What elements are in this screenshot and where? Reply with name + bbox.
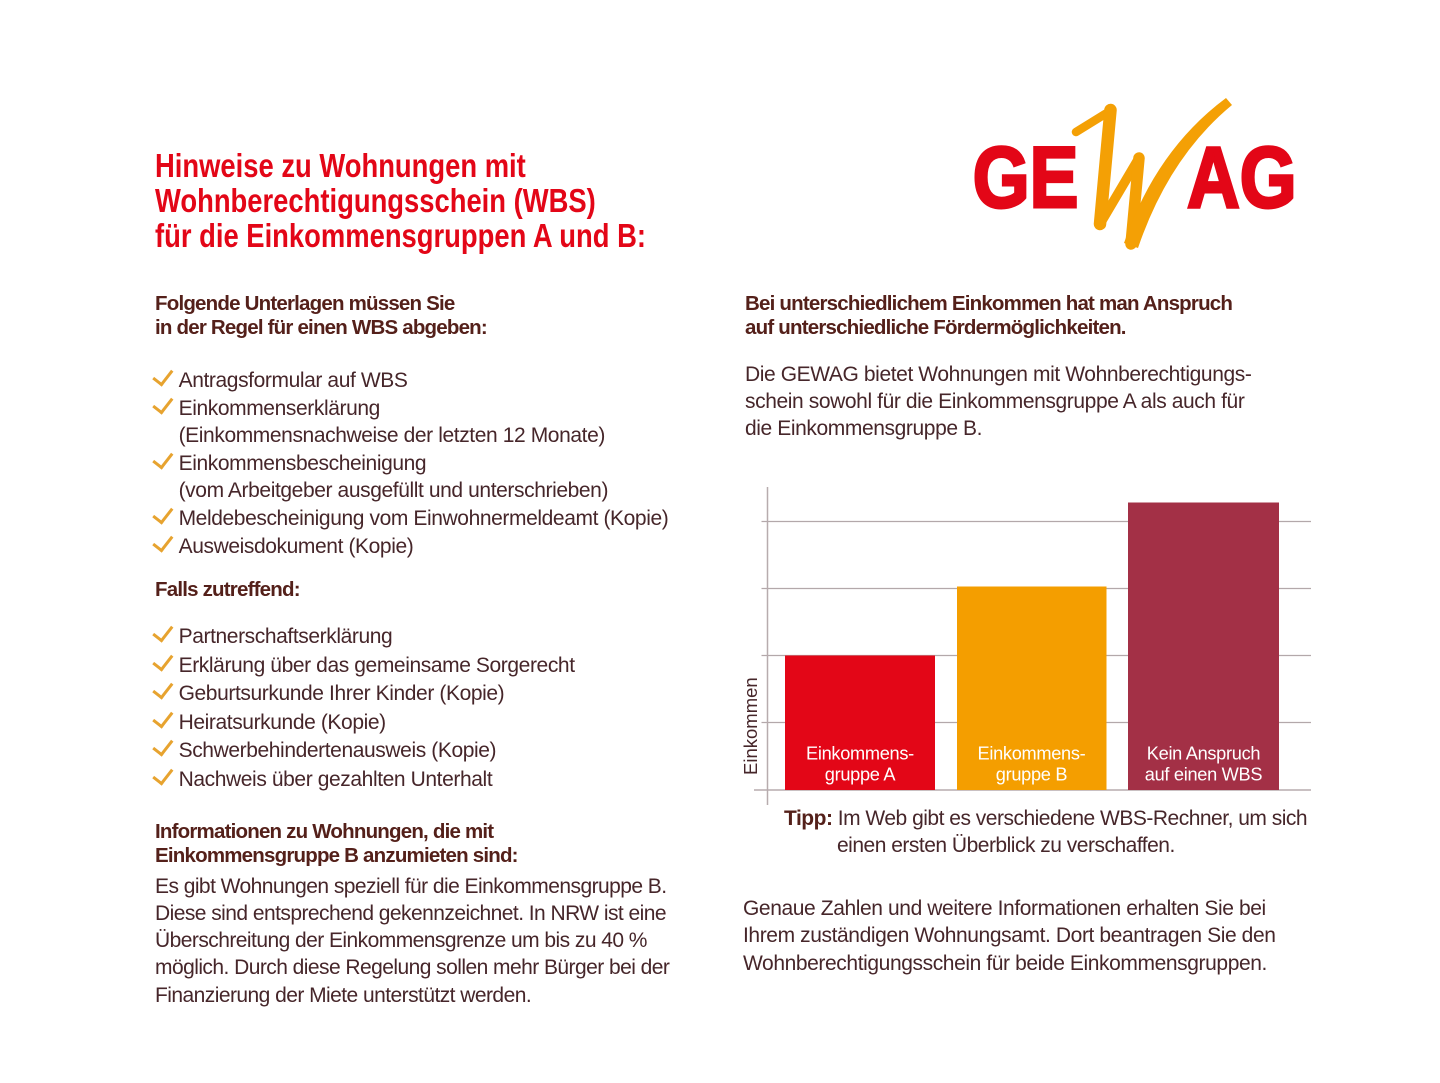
svg-text:Kein Anspruch: Kein Anspruch <box>1147 744 1260 764</box>
svg-text:auf einen WBS: auf einen WBS <box>1145 764 1263 784</box>
svg-text:AG: AG <box>1187 129 1297 225</box>
svg-text:Einkommens-: Einkommens- <box>978 744 1086 764</box>
svg-text:gruppe B: gruppe B <box>996 764 1068 784</box>
svg-text:gruppe A: gruppe A <box>825 764 897 784</box>
svg-text:Einkommen: Einkommen <box>740 677 761 775</box>
svg-text:GE: GE <box>973 129 1079 225</box>
svg-text:Einkommens-: Einkommens- <box>806 744 914 764</box>
